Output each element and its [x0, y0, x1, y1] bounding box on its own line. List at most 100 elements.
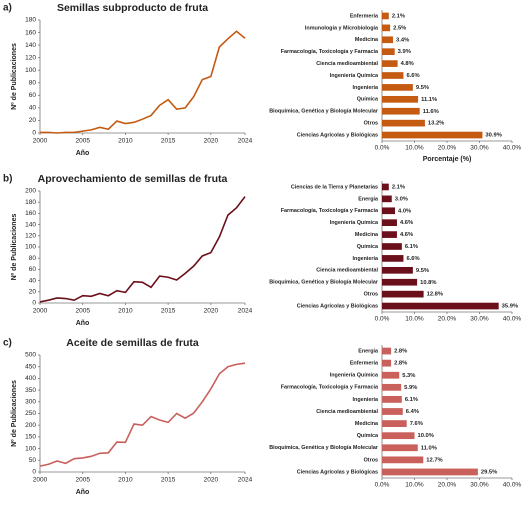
value-label: 3.4%	[396, 37, 409, 43]
x-tick-label: 2005	[75, 138, 90, 145]
bar	[382, 432, 415, 440]
y-tick-label: 200	[25, 422, 36, 429]
bar	[382, 383, 402, 391]
bar	[382, 72, 404, 79]
x-tick-label: 2015	[161, 477, 176, 484]
bar	[382, 266, 413, 274]
category-label: Medicina	[355, 37, 379, 43]
y-tick-label: 350	[25, 387, 36, 394]
category-label: Química	[357, 244, 379, 250]
value-label: 12.7%	[426, 457, 442, 463]
category-label: Medicina	[355, 421, 379, 427]
y-axis-label: Nº de Publicaciones	[11, 214, 18, 281]
y-tick-label: 20	[29, 289, 37, 296]
value-label: 2.1%	[392, 184, 405, 190]
y-tick-label: 0	[32, 130, 36, 137]
bar	[382, 48, 395, 56]
x-tick-label: 40.0%	[503, 482, 522, 489]
x-tick-label: 2020	[204, 477, 219, 484]
y-tick-label: 80	[29, 255, 37, 262]
bar	[382, 219, 397, 227]
x-tick-label: 2015	[161, 138, 176, 145]
value-label: 12.8%	[427, 292, 443, 298]
value-label: 7.6%	[410, 421, 423, 427]
category-label: Bioquímica, Genética y Biología Molecula…	[269, 445, 379, 451]
category-label: Ciencia medioambiental	[316, 268, 378, 274]
bar	[382, 24, 391, 32]
chart-title: Aprovechamiento de semillas de fruta	[38, 173, 228, 185]
category-label: Enfermería	[350, 13, 379, 19]
x-tick-label: 40.0%	[503, 316, 522, 323]
category-label: Ingeniería	[353, 85, 379, 91]
bar	[382, 468, 478, 476]
category-label: Ciencias Agrícolas y Biológicas	[297, 303, 378, 309]
y-tick-label: 160	[25, 29, 36, 36]
x-tick-label: 0.0%	[375, 145, 390, 152]
y-tick-label: 100	[25, 445, 36, 452]
y-tick-label: 60	[29, 266, 37, 273]
bar	[382, 243, 402, 250]
value-label: 6.6%	[406, 256, 419, 262]
category-label: Farmacología, Toxicología y Farmacia	[281, 385, 379, 391]
bar	[382, 278, 418, 286]
y-tick-label: 60	[29, 92, 37, 99]
value-label: 5.3%	[402, 373, 415, 379]
x-tick-label: 0.0%	[375, 316, 390, 323]
category-label: Inmunología y Microbiología	[305, 25, 379, 31]
y-tick-label: 140	[25, 42, 36, 49]
x-axis-label: Año	[76, 489, 90, 496]
category-label: Ingeniería	[353, 397, 379, 403]
bar	[382, 84, 413, 91]
bar	[382, 60, 398, 67]
value-label: 4.8%	[401, 61, 414, 67]
y-tick-label: 450	[25, 363, 36, 370]
panel-label: c)	[3, 338, 12, 349]
value-label: 2.1%	[392, 13, 405, 19]
bar	[382, 12, 389, 20]
bar	[382, 195, 392, 203]
y-tick-label: 160	[25, 210, 36, 217]
category-label: Farmacología, Toxicología y Farmacia	[281, 49, 379, 55]
x-axis-label: Año	[76, 320, 90, 327]
value-label: 30.9%	[485, 133, 501, 139]
bar	[382, 290, 424, 298]
value-label: 2.8%	[394, 349, 407, 355]
category-label: Ciencias Agrícolas y Biológicas	[297, 132, 378, 138]
value-label: 10.8%	[420, 280, 436, 286]
x-tick-label: 2005	[75, 308, 90, 315]
category-label: Ciencia medioambiental	[316, 409, 378, 415]
x-tick-label: 2020	[204, 138, 219, 145]
x-tick-label: 2010	[118, 308, 133, 315]
y-tick-label: 250	[25, 410, 36, 417]
category-label: Otros	[364, 121, 378, 127]
y-tick-label: 180	[25, 17, 36, 24]
category-label: Ciencias de la Tierra y Planetarias	[291, 184, 378, 190]
data-line	[39, 196, 246, 303]
bar	[382, 119, 425, 127]
value-label: 11.0%	[421, 445, 437, 451]
panel-label: b)	[3, 174, 12, 185]
bar	[382, 36, 394, 44]
x-tick-label: 2010	[118, 138, 133, 145]
x-tick-label: 2005	[75, 477, 90, 484]
value-label: 2.8%	[394, 361, 407, 367]
bar	[382, 359, 392, 367]
x-axis-label: Porcentaje (%)	[423, 156, 472, 163]
y-tick-label: 20	[29, 117, 37, 124]
x-tick-label: 2010	[118, 477, 133, 484]
y-tick-label: 100	[25, 244, 36, 251]
y-axis-label: Nº de Publicaciones	[11, 43, 18, 110]
category-label: Ciencias Agrícolas y Biológicas	[297, 469, 378, 475]
category-label: Química	[357, 433, 379, 439]
value-label: 9.5%	[416, 85, 429, 91]
x-tick-label: 2015	[161, 308, 176, 315]
y-tick-label: 140	[25, 221, 36, 228]
category-label: Energía	[358, 348, 379, 354]
x-tick-label: 20.0%	[438, 145, 457, 152]
x-tick-label: 2024	[238, 308, 253, 315]
y-tick-label: 50	[29, 457, 37, 464]
category-label: Energía	[358, 196, 379, 202]
value-label: 11.6%	[423, 109, 439, 115]
x-tick-label: 20.0%	[438, 316, 457, 323]
